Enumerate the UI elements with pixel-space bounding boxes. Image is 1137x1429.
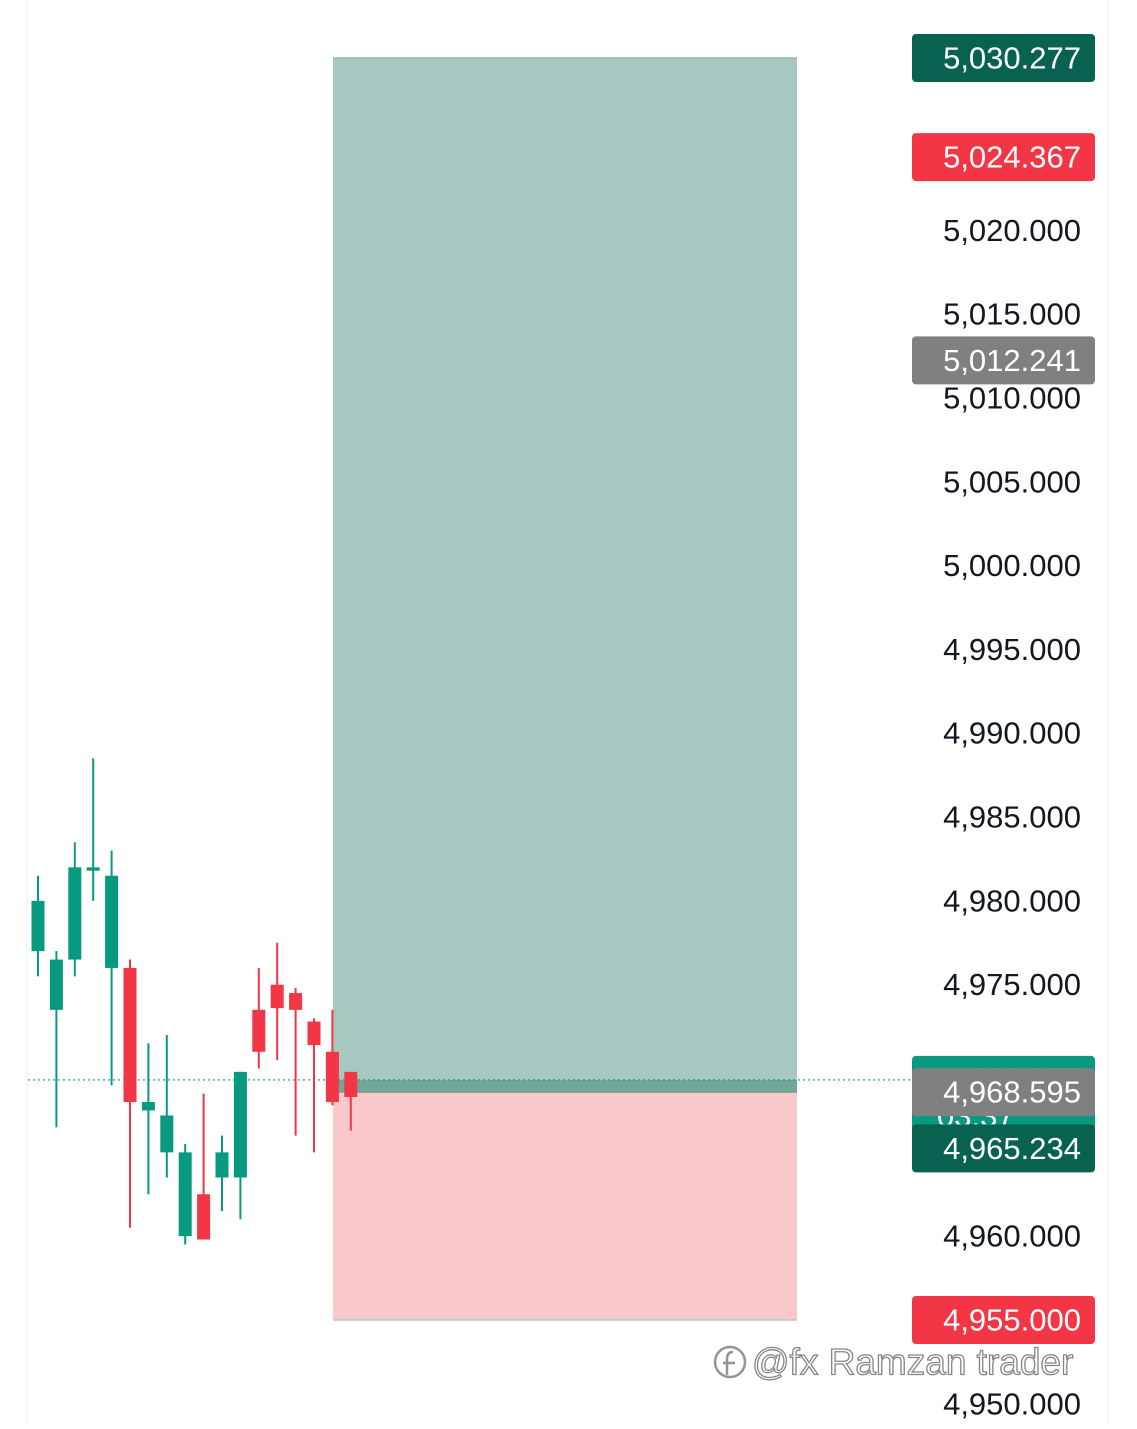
price-badge	[912, 1124, 1095, 1173]
candle-body	[289, 993, 303, 1010]
candle[interactable]	[105, 850, 119, 1086]
y-tick-label: 5,010.000	[943, 380, 1081, 415]
candle-body	[178, 1152, 192, 1237]
y-tick-label: 5,020.000	[943, 213, 1081, 248]
price-label[interactable]: 4,968.595	[912, 1068, 1095, 1117]
candle-body	[160, 1115, 174, 1153]
candle-body	[270, 984, 284, 1009]
price-label[interactable]: 4,955.000	[912, 1296, 1095, 1344]
stop-zone[interactable]	[333, 1092, 797, 1320]
candle-body	[344, 1071, 358, 1098]
candle-body	[233, 1071, 247, 1178]
candle-body	[31, 900, 45, 952]
watermark: @fx Ramzan trader	[713, 1341, 1074, 1383]
candle[interactable]	[178, 1143, 192, 1245]
price-badge-value: 5,012.241	[943, 343, 1081, 378]
candle[interactable]	[123, 959, 137, 1228]
price-badge-value: 4,955.000	[943, 1303, 1081, 1338]
candle[interactable]	[86, 758, 100, 901]
price-badge-value: 5,030.277	[943, 41, 1081, 76]
candle[interactable]	[325, 1009, 339, 1106]
candle-body	[215, 1152, 229, 1178]
candle-body	[307, 1021, 321, 1046]
y-tick-label: 5,000.000	[943, 548, 1081, 583]
y-tick-label: 4,985.000	[943, 800, 1081, 835]
candle-body	[252, 1009, 266, 1052]
y-tick-label: 5,015.000	[943, 297, 1081, 332]
candle[interactable]	[197, 1093, 211, 1240]
candle-body	[325, 1051, 339, 1103]
open-pnl-band	[333, 1079, 797, 1093]
candle[interactable]	[49, 951, 63, 1128]
candle-body	[49, 959, 63, 1010]
y-tick-label: 4,975.000	[943, 967, 1081, 1002]
y-tick-label: 4,990.000	[943, 716, 1081, 751]
candle[interactable]	[233, 1071, 247, 1220]
price-badge	[912, 133, 1095, 182]
watermark-logo-icon-glyph	[723, 1350, 735, 1375]
candle[interactable]	[141, 1043, 155, 1195]
y-tick-label: 4,980.000	[943, 883, 1081, 918]
candle[interactable]	[270, 942, 284, 1061]
position-zones[interactable]	[333, 57, 797, 1321]
candle[interactable]	[252, 967, 266, 1069]
price-badge-value: 4,965.234	[943, 1131, 1081, 1166]
price-badge-value: 5,024.367	[943, 140, 1081, 175]
y-tick-label: 5,005.000	[943, 464, 1081, 499]
price-badge-value: 4,968.595	[943, 1075, 1081, 1110]
candle[interactable]	[307, 1018, 321, 1153]
candle[interactable]	[289, 988, 303, 1136]
candles[interactable]	[31, 758, 358, 1245]
price-badge	[912, 336, 1095, 385]
candle[interactable]	[160, 1034, 174, 1178]
price-label[interactable]: 5,030.277	[912, 34, 1095, 82]
target-zone[interactable]	[333, 58, 797, 1093]
candle-body	[105, 875, 119, 968]
candle-body	[86, 867, 100, 871]
candle-body	[197, 1194, 211, 1240]
price-badge	[912, 1068, 1095, 1117]
candle[interactable]	[68, 842, 82, 977]
y-tick-label: 4,950.000	[943, 1386, 1081, 1421]
price-labels[interactable]: 5,030.2775,024.3675,012.2414,969.32003:3…	[912, 34, 1095, 1344]
price-label[interactable]: 5,012.241	[912, 336, 1095, 385]
y-tick-label: 4,995.000	[943, 632, 1081, 667]
price-badge	[912, 1296, 1095, 1344]
price-label[interactable]: 5,024.367	[912, 133, 1095, 182]
y-tick-label: 4,960.000	[943, 1219, 1081, 1254]
price-label[interactable]: 4,965.234	[912, 1124, 1095, 1173]
candle-body	[68, 867, 82, 960]
candle[interactable]	[344, 1071, 358, 1131]
candle-body	[123, 967, 137, 1103]
candle-body	[141, 1102, 155, 1111]
candle[interactable]	[215, 1135, 229, 1212]
price-badge	[912, 34, 1095, 82]
price-axis-ticks[interactable]: 5,025.0005,020.0005,015.0005,010.0005,00…	[943, 129, 1081, 1421]
watermark-logo-icon	[713, 1345, 747, 1379]
candle[interactable]	[31, 875, 45, 977]
watermark-text: @fx Ramzan trader	[752, 1342, 1073, 1383]
